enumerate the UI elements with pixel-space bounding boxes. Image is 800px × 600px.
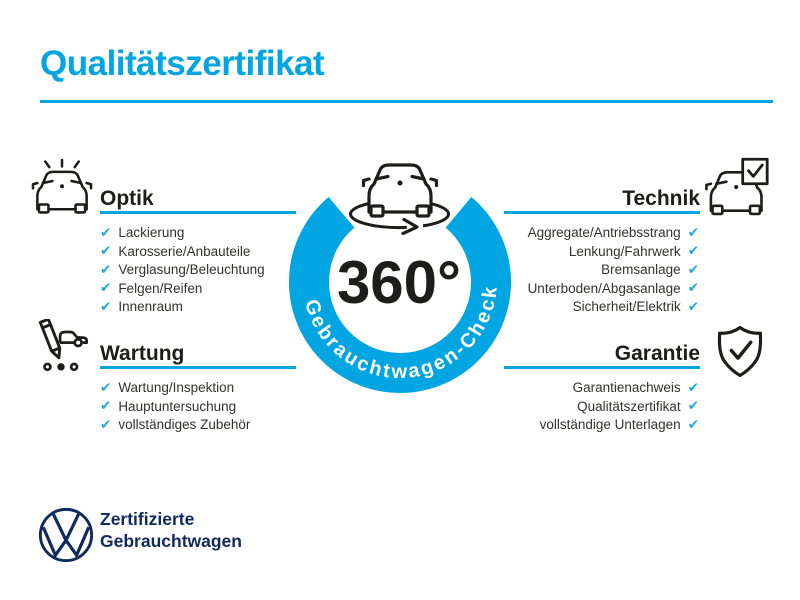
check-icon: ✔ (100, 416, 112, 433)
check-icon: ✔ (100, 243, 112, 260)
section-title-optik: Optik (100, 187, 154, 210)
check-icon: ✔ (687, 398, 699, 415)
section-rule-wartung (100, 366, 296, 369)
brand-claim-line1: Zertifizierte (100, 509, 195, 529)
technik-item-list: Aggregate/Antriebsstrang ✔ Lenkung/Fahrwe… (528, 224, 699, 317)
brand-claim-line2: Gebrauchtwagen (100, 530, 242, 551)
section-title-garantie: Garantie (614, 342, 700, 365)
list-item: ✔ Wartung/Inspektion (100, 379, 235, 396)
car-checkbox-icon (705, 157, 769, 216)
title-rule (40, 100, 773, 103)
section-title-wartung: Wartung (100, 342, 185, 365)
badge-value: 360° (337, 249, 461, 316)
service-note-car-icon (38, 319, 89, 372)
badge-ring (289, 197, 511, 393)
section-rule-technik (504, 211, 700, 214)
list-item: ✔ Verglasung/Beleuchtung (100, 261, 265, 278)
garantie-item-list: Garantienachweis ✔ Qualitätszertifikat ✔ v… (540, 379, 699, 435)
list-item: ✔ vollständiges Zubehör (100, 416, 251, 433)
car-shine-icon (31, 158, 93, 214)
list-item: Lenkung/Fahrwerk ✔ (568, 243, 699, 260)
check-icon: ✔ (100, 224, 112, 241)
check-icon: ✔ (687, 298, 699, 315)
list-item: Bremsanlage ✔ (601, 261, 699, 278)
vw-logo (38, 507, 94, 563)
check-icon: ✔ (100, 280, 112, 297)
check-icon: ✔ (100, 398, 112, 415)
section-title-technik: Technik (622, 187, 700, 210)
brand-claim: Zertifizierte Gebrauchtwagen (100, 509, 242, 552)
list-item: vollständige Unterlagen ✔ (539, 416, 699, 433)
list-item: ✔ Lackierung (100, 224, 185, 241)
check-icon: ✔ (687, 416, 699, 433)
list-item: Unterboden/Abgasanlage ✔ (527, 280, 699, 297)
check-icon: ✔ (100, 379, 112, 396)
list-item: Aggregate/Antriebsstrang ✔ (527, 224, 699, 241)
section-rule-optik (100, 211, 296, 214)
list-item: ✔ Innenraum (100, 298, 183, 315)
page-title: Qualitätszertifikat (40, 44, 325, 83)
check-icon: ✔ (687, 280, 699, 297)
check-icon: ✔ (687, 224, 699, 241)
list-item: ✔ Karosserie/Anbauteile (100, 243, 251, 260)
list-item: Qualitätszertifikat ✔ (577, 398, 699, 415)
car-front-rotation-icon (349, 163, 450, 236)
check-icon: ✔ (687, 261, 699, 278)
list-item: Sicherheit/Elektrik ✔ (572, 298, 699, 315)
list-item: ✔ Hauptuntersuchung (100, 398, 237, 415)
shield-check-icon (717, 325, 763, 378)
check-icon: ✔ (100, 298, 112, 315)
check-icon: ✔ (100, 261, 112, 278)
list-item: ✔ Felgen/Reifen (100, 280, 203, 297)
check-icon: ✔ (687, 379, 699, 396)
optik-item-list: ✔ Lackierung ✔ Karosserie/Anbauteile ✔ Verg… (100, 224, 265, 317)
wartung-item-list: ✔ Wartung/Inspektion ✔ Hauptuntersuchung ✔… (100, 379, 250, 435)
section-rule-garantie (504, 366, 700, 369)
list-item: Garantienachweis ✔ (572, 379, 699, 396)
check-icon: ✔ (687, 243, 699, 260)
badge-360: Gebrauchtwagen-Check 360° (289, 163, 511, 393)
